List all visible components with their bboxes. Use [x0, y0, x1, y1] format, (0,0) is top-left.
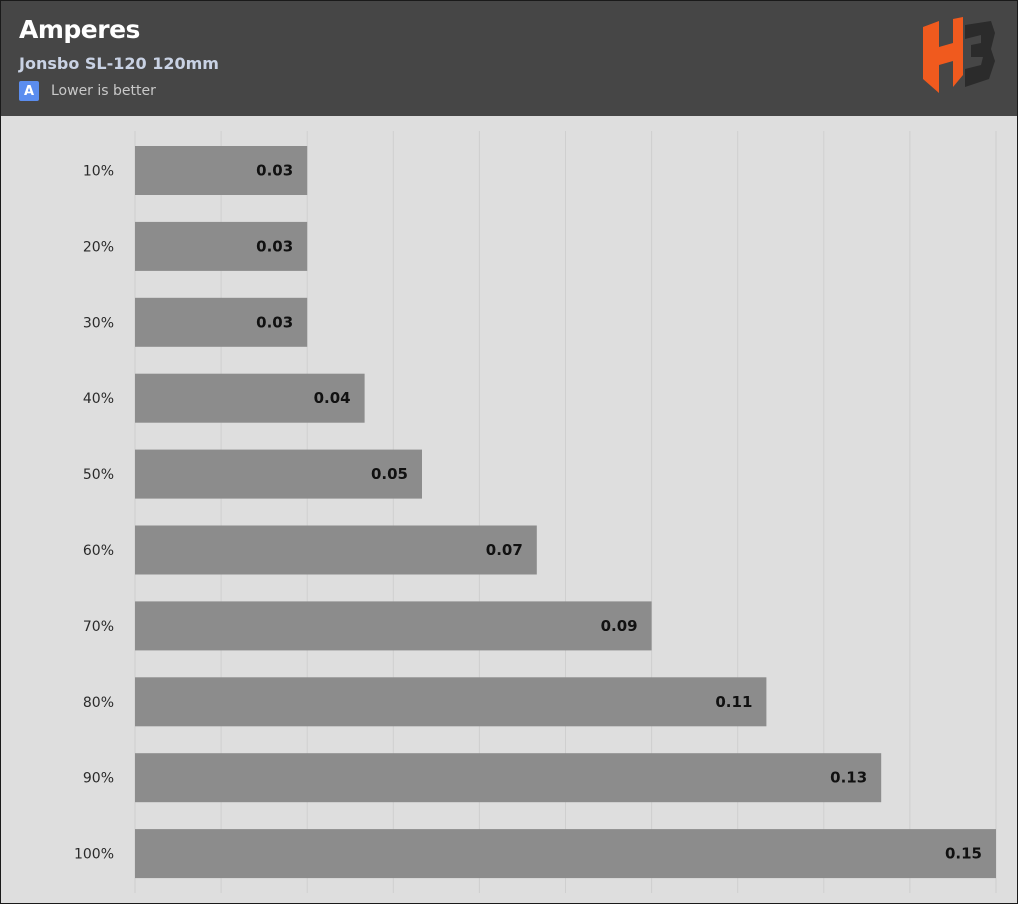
value-label: 0.03 [256, 162, 293, 180]
chart-title: Amperes [19, 15, 140, 44]
legend-badge: A [19, 81, 39, 101]
category-label: 10% [83, 164, 114, 180]
bar [135, 829, 996, 879]
bar [135, 525, 537, 575]
category-label: 90% [83, 771, 114, 787]
value-label: 0.09 [601, 617, 638, 635]
category-label: 20% [83, 239, 114, 255]
chart-header: Amperes Jonsbo SL-120 120mm A Lower is b… [1, 1, 1017, 116]
legend-label: Lower is better [51, 83, 156, 99]
value-label: 0.04 [314, 389, 351, 407]
value-label: 0.15 [945, 845, 982, 863]
bar [135, 449, 422, 499]
bar [135, 601, 652, 651]
bar [135, 297, 308, 347]
category-label: 80% [83, 695, 114, 711]
logo-h-shape [923, 17, 963, 93]
category-label: 60% [83, 543, 114, 559]
hb-logo-icon [923, 17, 995, 93]
category-label: 100% [74, 847, 114, 863]
bars [135, 146, 996, 879]
category-label: 70% [83, 619, 114, 635]
bar [135, 146, 308, 195]
value-label: 0.05 [371, 465, 408, 483]
chart-subtitle: Jonsbo SL-120 120mm [19, 54, 219, 73]
value-label: 0.13 [830, 769, 867, 787]
value-label: 0.03 [256, 237, 293, 255]
value-label: 0.11 [715, 693, 752, 711]
bar [135, 373, 365, 423]
bar [135, 677, 767, 727]
value-label: 0.07 [486, 541, 523, 559]
logo-b-shape [965, 21, 995, 87]
category-label: 40% [83, 391, 114, 407]
bar [135, 221, 308, 271]
legend: A Lower is better [19, 80, 156, 102]
category-label: 50% [83, 467, 114, 483]
value-label: 0.03 [256, 313, 293, 331]
plot-area: 10% 0.03 20% 0.03 30% 0.03 40% 0.04 50% 0.05 60% 0.… [74, 131, 997, 893]
labels: 10% 0.03 20% 0.03 30% 0.03 40% 0.04 50% 0.05 60% 0.… [74, 162, 982, 863]
bar [135, 753, 882, 803]
category-label: 30% [83, 315, 114, 331]
